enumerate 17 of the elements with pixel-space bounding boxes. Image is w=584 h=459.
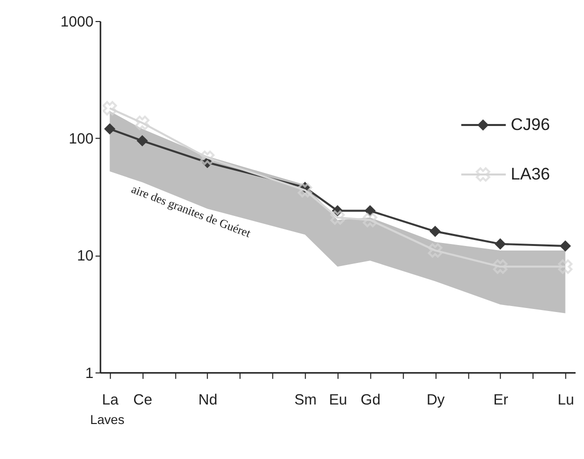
x-tick-label: La bbox=[102, 392, 120, 409]
x-tick-label: Gd bbox=[360, 392, 380, 409]
x-tick-label: Sm bbox=[294, 392, 317, 409]
x-tick-label: Er bbox=[493, 392, 508, 409]
y-tick-label: 100 bbox=[68, 132, 94, 148]
y-tick-label: 10 bbox=[77, 248, 94, 265]
legend-label: LA36 bbox=[510, 164, 550, 184]
annotation: aire des granites de Guéret bbox=[130, 182, 254, 240]
text: Laves bbox=[90, 412, 124, 427]
x-tick-label: Ce bbox=[133, 392, 152, 409]
y-tick-label: 1 bbox=[85, 366, 94, 382]
x-tick-label: Lu bbox=[558, 392, 574, 409]
x-tick-label: Eu bbox=[328, 392, 348, 409]
x-tick-label: Nd bbox=[198, 392, 218, 409]
legend-label: CJ96 bbox=[510, 114, 550, 134]
y-tick-label: 1000 bbox=[60, 14, 94, 30]
x-tick-label: Dy bbox=[426, 392, 446, 409]
